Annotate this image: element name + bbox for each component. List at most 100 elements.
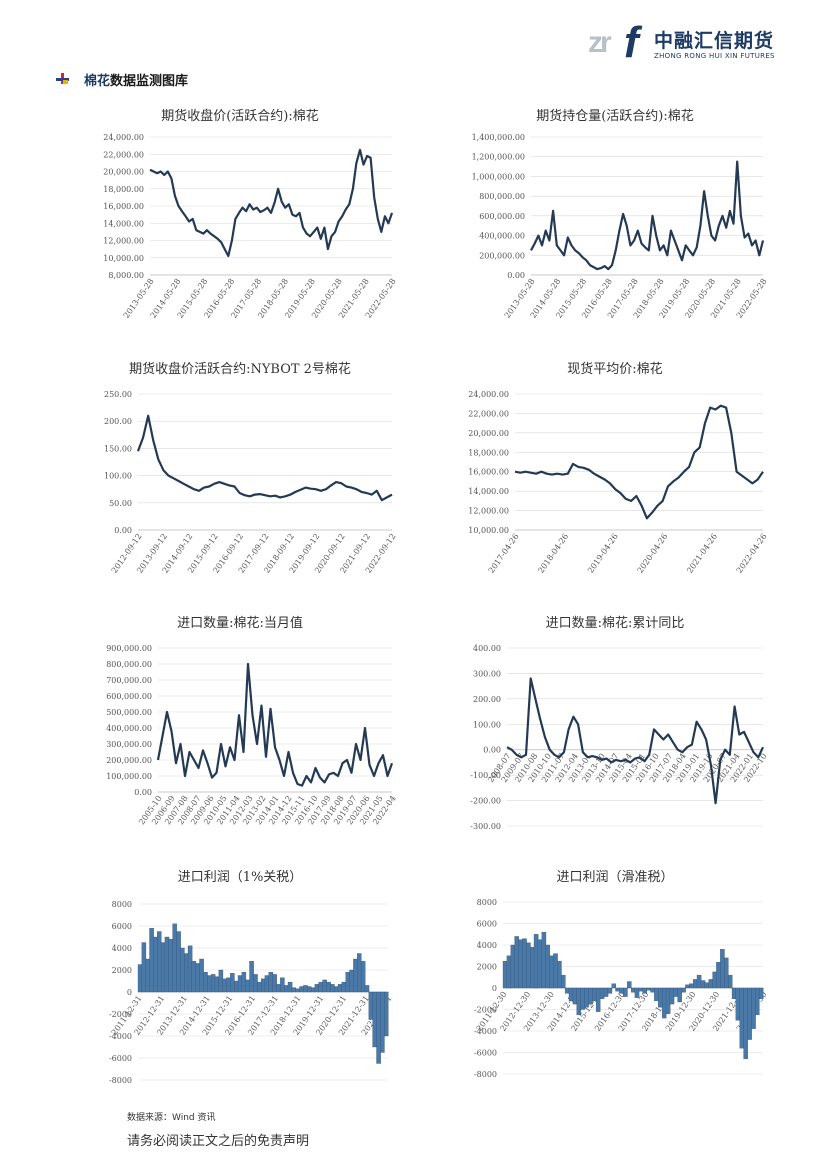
chart-title: 期货收盘价活跃合约:NYBOT 2号棉花 bbox=[129, 362, 351, 377]
bar bbox=[299, 986, 304, 993]
bar bbox=[576, 987, 582, 1016]
data-source-note: 数据来源：Wind 资讯 bbox=[127, 1113, 216, 1123]
bar bbox=[549, 955, 554, 989]
bar bbox=[264, 975, 270, 993]
y-tick-label: 20,000.00 bbox=[468, 429, 509, 438]
bar bbox=[276, 984, 281, 993]
bar bbox=[176, 931, 181, 993]
logo-mark-zr: zr bbox=[588, 26, 612, 59]
x-tick-label: 2017-04-26 bbox=[487, 532, 521, 575]
bar bbox=[203, 972, 208, 993]
y-tick-label: 16,000.00 bbox=[468, 468, 509, 477]
bar bbox=[318, 981, 324, 993]
bar bbox=[681, 987, 686, 993]
bar bbox=[557, 960, 562, 989]
y-tick-label: 150.00 bbox=[104, 444, 132, 453]
bar bbox=[137, 964, 143, 993]
chart-svg: 1,400,000.00 1,200,000.00 1,000,000.00 800,… bbox=[472, 133, 769, 320]
y-tick-label: 8000 bbox=[477, 898, 497, 907]
y-tick-label: 600,000.00 bbox=[479, 212, 525, 221]
bar bbox=[692, 979, 698, 989]
bar bbox=[514, 936, 519, 989]
bar bbox=[526, 942, 531, 989]
chart-title: 进口利润（1%关税） bbox=[177, 870, 303, 885]
section-title-highlight: 棉花 bbox=[84, 74, 111, 89]
bar bbox=[530, 946, 535, 989]
bar bbox=[731, 987, 737, 999]
bar bbox=[272, 974, 277, 993]
y-tick-label: 50.00 bbox=[109, 499, 132, 508]
chart-c4: 现货平均价:棉花 24,000.00 22,000.00 20,000.00 18,00… bbox=[455, 358, 775, 588]
bar bbox=[260, 978, 266, 993]
chart-c1: 期货收盘价(活跃合约):棉花 24,000.00 22,000.00 20,000.0… bbox=[80, 105, 400, 345]
y-tick-label: -4000 bbox=[474, 1027, 497, 1036]
x-tick-label: 2019-04-26 bbox=[586, 532, 620, 575]
y-tick-label: -4000 bbox=[109, 1032, 132, 1041]
chart-title: 进口利润（滑准税） bbox=[556, 870, 674, 885]
chart-svg: 250.00200.00150.00100.0050.000.002012-09… bbox=[104, 390, 398, 575]
y-tick-label: 200.00 bbox=[104, 417, 132, 426]
bar bbox=[360, 961, 366, 993]
bar bbox=[287, 981, 293, 993]
bar bbox=[376, 991, 381, 1064]
y-tick-label: 300,000.00 bbox=[106, 740, 152, 749]
bar bbox=[307, 986, 312, 993]
bar bbox=[654, 987, 659, 1002]
bar bbox=[353, 958, 358, 993]
bar bbox=[758, 987, 764, 999]
bar bbox=[607, 987, 613, 994]
bar bbox=[164, 936, 170, 993]
y-tick-label: 14,000.00 bbox=[468, 487, 509, 496]
bar bbox=[510, 944, 516, 989]
bar bbox=[364, 985, 370, 993]
bar bbox=[237, 975, 243, 993]
bar bbox=[537, 939, 543, 989]
series-line bbox=[530, 160, 765, 271]
bar bbox=[384, 991, 389, 1037]
y-tick-label: 8000 bbox=[112, 900, 132, 909]
logo-mark-f: f bbox=[624, 18, 639, 67]
bar bbox=[533, 934, 539, 989]
bar bbox=[502, 960, 508, 989]
brand-logo: zr f 中融汇信期货 ZHONG RONG HUI XIN FUTURES bbox=[588, 18, 788, 67]
bar bbox=[157, 931, 162, 993]
y-tick-label: 8,000.00 bbox=[108, 271, 144, 280]
bar bbox=[172, 923, 177, 993]
bar bbox=[345, 972, 351, 993]
bar bbox=[191, 961, 197, 993]
bar bbox=[572, 987, 578, 1005]
y-tick-label: 16,000.00 bbox=[103, 202, 144, 211]
bar bbox=[380, 991, 385, 1053]
chart-svg: 24,000.00 22,000.00 20,000.00 18,000.00 16,0… bbox=[103, 133, 397, 320]
chart-title: 进口数量:棉花:当月值 bbox=[177, 616, 303, 631]
y-tick-label: 200,000.00 bbox=[479, 251, 525, 260]
bar bbox=[334, 986, 339, 993]
y-tick-label: 400,000.00 bbox=[106, 724, 152, 733]
series-line bbox=[514, 404, 764, 520]
y-tick-label: -100.00 bbox=[470, 771, 501, 780]
y-tick-label: -8000 bbox=[109, 1076, 132, 1085]
bar bbox=[357, 953, 362, 993]
bar bbox=[214, 976, 220, 993]
bar bbox=[677, 987, 682, 1003]
bar bbox=[739, 987, 745, 1049]
y-tick-label: 250.00 bbox=[104, 390, 132, 399]
series-line bbox=[149, 148, 394, 258]
chart-c2: 期货持仓量(活跃合约):棉花 1,400,000.00 1,200,000.00 1,… bbox=[455, 105, 775, 345]
y-tick-label: 800,000.00 bbox=[106, 660, 152, 669]
bar bbox=[314, 984, 320, 993]
bar bbox=[168, 939, 174, 993]
bar bbox=[253, 974, 258, 993]
y-tick-label: 0.00 bbox=[134, 788, 152, 797]
y-tick-label: -300.00 bbox=[470, 822, 501, 831]
y-tick-label: 22,000.00 bbox=[103, 150, 144, 159]
bar bbox=[141, 942, 147, 993]
bar bbox=[545, 944, 551, 989]
bar bbox=[222, 978, 227, 993]
bar bbox=[704, 982, 710, 989]
y-tick-label: 400,000.00 bbox=[479, 232, 525, 241]
bar bbox=[627, 981, 632, 989]
y-tick-label: 600,000.00 bbox=[106, 692, 152, 701]
bar bbox=[665, 987, 671, 1014]
y-tick-label: 4000 bbox=[477, 941, 497, 950]
